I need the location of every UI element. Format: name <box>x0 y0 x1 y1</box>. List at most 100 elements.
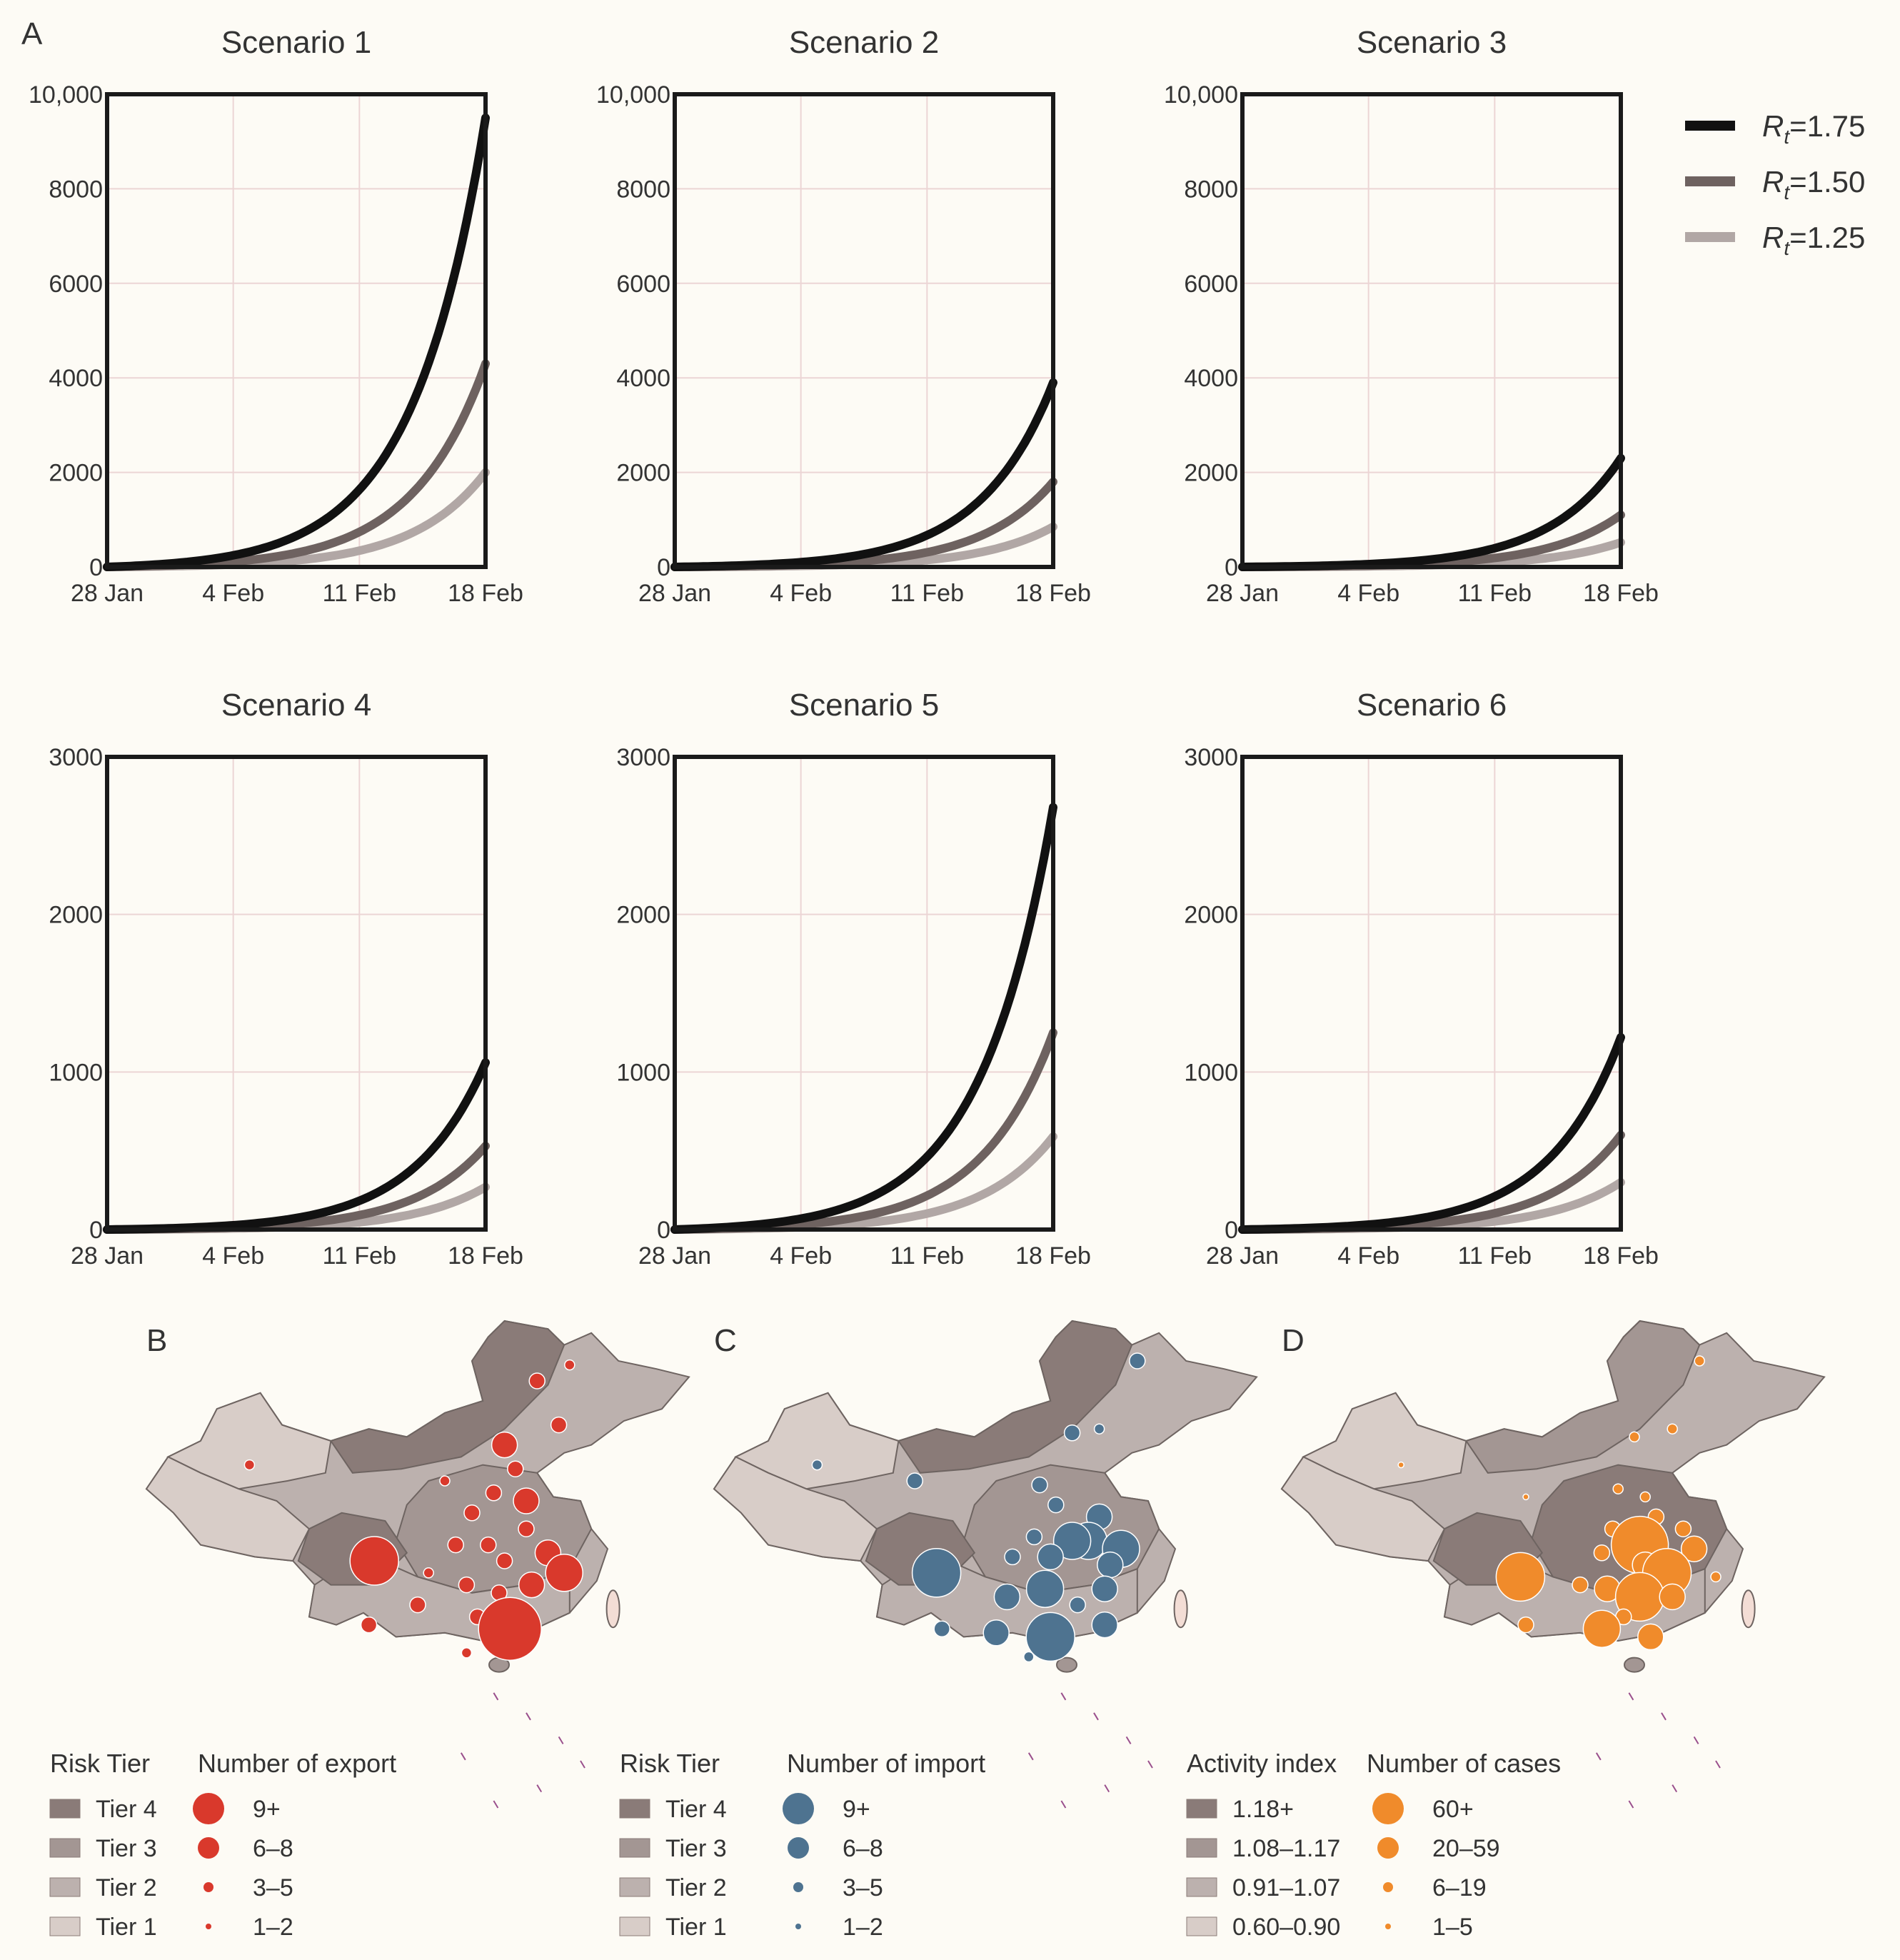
panel-letter: B <box>146 1323 167 1358</box>
x-tick-label: 28 Jan <box>638 580 711 607</box>
map-bubble <box>1612 1483 1624 1494</box>
size-legend-label: 1–2 <box>843 1914 883 1941</box>
map-bubble <box>1522 1493 1529 1501</box>
fill-legend-label: 0.60–0.90 <box>1232 1914 1340 1941</box>
plot-frame <box>1240 755 1623 1232</box>
series-line <box>103 1058 490 1234</box>
map-bubble <box>1639 1491 1651 1503</box>
map-bubble <box>480 1536 497 1554</box>
fill-legend-label: Tier 2 <box>665 1874 727 1901</box>
fill-legend-swatch <box>1186 1799 1217 1819</box>
legend-label: Rt=1.50 <box>1762 165 1865 203</box>
map-bubble <box>933 1620 950 1637</box>
fill-legend-swatch <box>619 1916 650 1936</box>
map-bubble <box>1629 1431 1640 1443</box>
chart-title: Scenario 4 <box>221 688 371 723</box>
y-tick-label: 2000 <box>1184 902 1238 929</box>
fill-legend-label: 0.91–1.07 <box>1232 1874 1340 1901</box>
map-region <box>1464 1320 1701 1474</box>
map-panel-b: B Risk Tier Number of export Tier 4 9+ Tier 3… <box>49 1320 690 1941</box>
y-tick-label: 4000 <box>616 365 670 392</box>
map-bubble <box>1593 1544 1611 1562</box>
y-tick-label: 8000 <box>49 176 103 203</box>
x-tick-label: 4 Feb <box>1337 1242 1399 1270</box>
size-legend-bubble <box>206 1924 211 1929</box>
map-bubble <box>360 1616 378 1634</box>
map-bubble <box>1052 1522 1092 1560</box>
map-boundary-dash <box>493 1800 499 1809</box>
size-legend-label: 9+ <box>843 1796 870 1823</box>
map-island <box>1173 1589 1188 1629</box>
map-bubble <box>906 1472 923 1489</box>
y-tick-label: 2000 <box>1184 460 1238 487</box>
chart-title: Scenario 6 <box>1357 688 1507 723</box>
series-line <box>1238 453 1625 571</box>
fill-legend-label: Tier 4 <box>665 1796 727 1823</box>
chart-title: Scenario 1 <box>221 25 371 60</box>
map-bubble <box>993 1583 1021 1611</box>
map-bubble <box>1091 1611 1118 1639</box>
fill-legend-swatch <box>49 1838 81 1858</box>
y-tick-label: 2000 <box>49 902 103 929</box>
map-bubble <box>439 1475 451 1487</box>
fill-legend-swatch <box>619 1799 650 1819</box>
fill-legend-label: Tier 4 <box>96 1796 157 1823</box>
size-legend-label: 1–5 <box>1432 1914 1473 1941</box>
plot-frame <box>673 755 1055 1232</box>
x-tick-label: 18 Feb <box>1583 1242 1659 1270</box>
y-tick-label: 1000 <box>1184 1059 1238 1086</box>
x-tick-label: 18 Feb <box>1015 580 1091 607</box>
map-region <box>897 1320 1133 1474</box>
map-bubble <box>518 1520 535 1537</box>
map-bubble <box>1093 1423 1105 1434</box>
map-island <box>605 1589 620 1629</box>
map-bubble <box>1097 1551 1124 1579</box>
panel-a-letter: A <box>21 16 43 51</box>
panel-letter: C <box>714 1323 737 1358</box>
size-legend-bubble <box>1385 1924 1391 1929</box>
size-legend-label: 6–8 <box>843 1835 883 1862</box>
map-bubble <box>1680 1535 1708 1562</box>
x-tick-label: 28 Jan <box>638 1242 711 1270</box>
chart-scenario-5: Scenario 5 0 1000 2000 3000 28 Jan 4 Feb 11 Feb… <box>616 688 1091 1270</box>
chart-scenario-3: Scenario 3 0 2000 4000 6000 8000 10,000 28 Jan 4… <box>1164 25 1659 607</box>
map-bubble <box>1004 1548 1021 1566</box>
x-tick-label: 11 Feb <box>1458 580 1532 607</box>
y-tick-label: 8000 <box>616 176 670 203</box>
y-tick-label: 0 <box>1225 554 1238 581</box>
y-tick-label: 0 <box>89 554 103 581</box>
map-bubble <box>1091 1575 1118 1602</box>
map-boundary-dash <box>1693 1736 1699 1744</box>
y-tick-label: 6000 <box>49 271 103 298</box>
fill-legend-swatch <box>49 1916 81 1936</box>
map-bubble <box>1667 1423 1678 1434</box>
series-legend: Rt=1.75 Rt=1.50 Rt=1.25 <box>1685 109 1865 259</box>
y-tick-label: 10,000 <box>596 81 670 109</box>
map-bubble <box>1037 1543 1064 1571</box>
y-tick-label: 0 <box>89 1217 103 1244</box>
y-tick-label: 8000 <box>1184 176 1238 203</box>
y-tick-label: 1000 <box>49 1059 103 1086</box>
chart-scenario-1: Scenario 1 0 2000 4000 6000 8000 10,000 28 Jan 4… <box>29 25 523 607</box>
map-bubble <box>507 1460 524 1477</box>
map-panel-c: C Risk Tier Number of import Tier 4 9+ Tier 3… <box>619 1320 1258 1941</box>
map-boundary-dash <box>558 1736 564 1744</box>
series-line <box>670 378 1057 571</box>
map-bubble <box>349 1536 399 1586</box>
plot-frame <box>673 92 1055 569</box>
chart-title: Scenario 2 <box>789 25 939 60</box>
chart-title: Scenario 3 <box>1357 25 1507 60</box>
x-tick-label: 11 Feb <box>323 1242 396 1270</box>
fill-legend-label: Tier 2 <box>96 1874 157 1901</box>
map-bubble <box>1025 1612 1075 1662</box>
map-region <box>329 1320 566 1474</box>
y-tick-label: 3000 <box>1184 744 1238 771</box>
fill-legend-label: Tier 3 <box>96 1835 157 1862</box>
map-panel-d: D Activity index Number of cases 1.18+ 60+ 1.… <box>1186 1320 1826 1941</box>
map-bubble <box>1659 1583 1686 1611</box>
map-island <box>1056 1657 1077 1673</box>
map-boundary-dash <box>460 1752 466 1761</box>
fill-legend-swatch <box>619 1877 650 1897</box>
map-boundary-dash <box>1595 1752 1602 1761</box>
